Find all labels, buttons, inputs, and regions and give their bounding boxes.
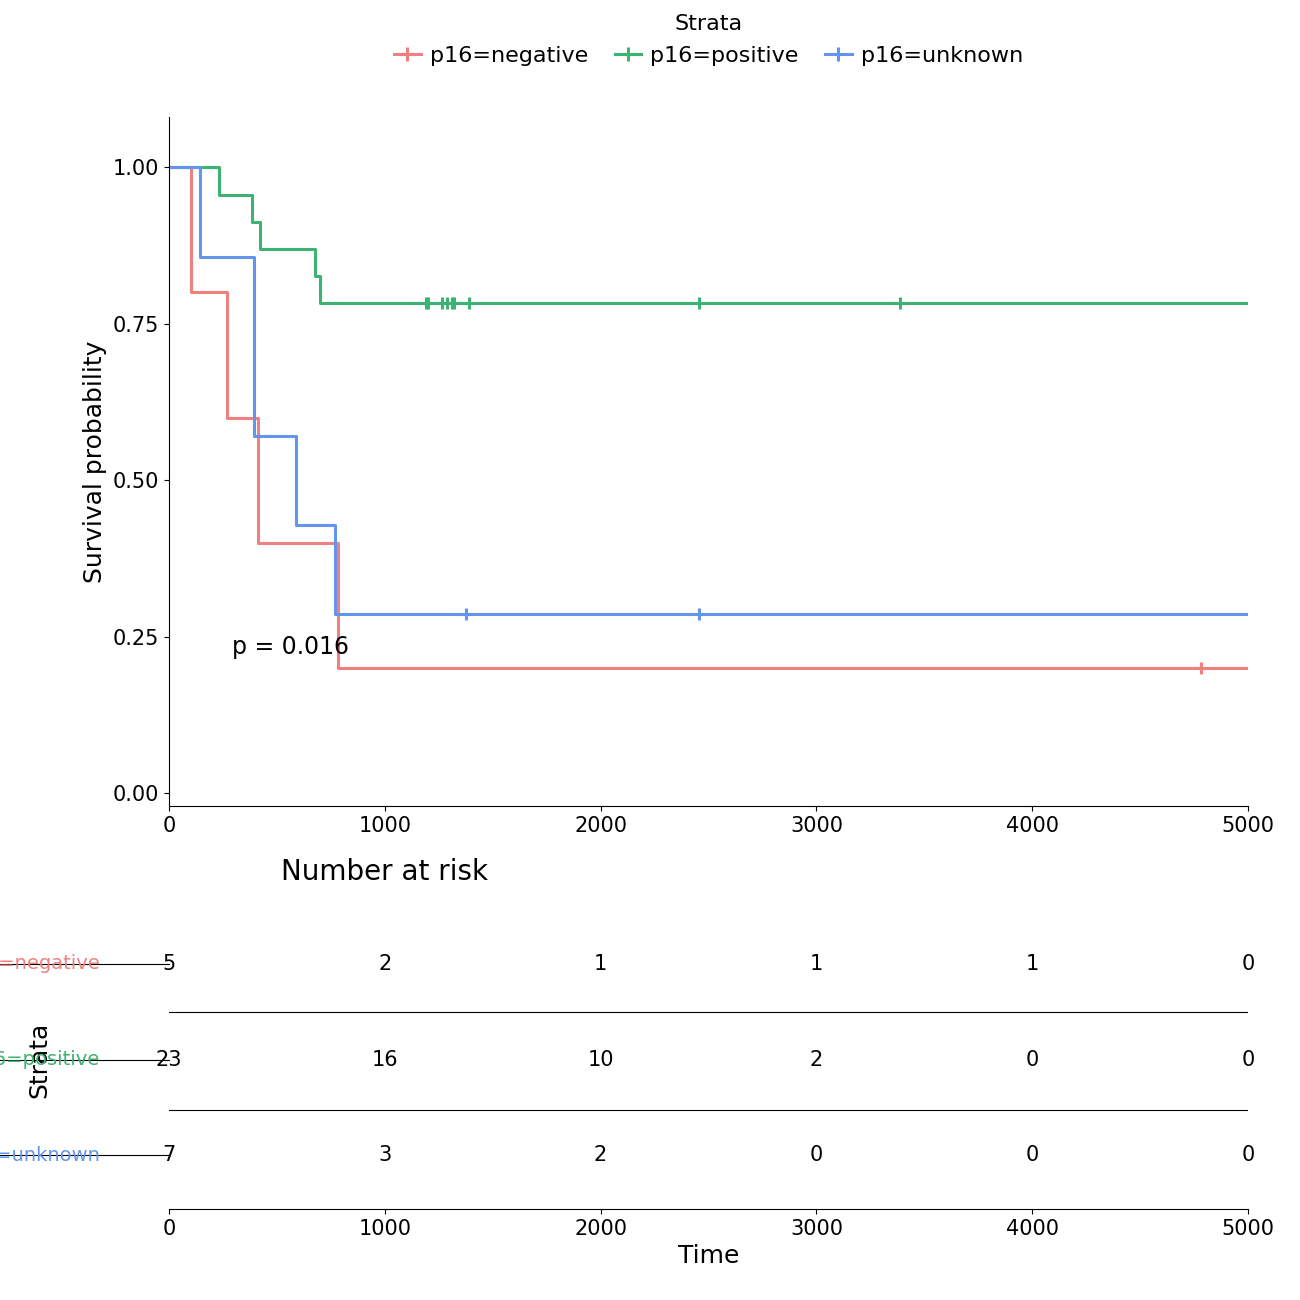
Text: 0: 0 (1242, 954, 1254, 974)
Text: 1: 1 (1026, 954, 1039, 974)
Text: 2: 2 (378, 954, 391, 974)
Text: 0: 0 (1026, 1145, 1039, 1165)
Text: p = 0.016: p = 0.016 (231, 634, 348, 659)
Text: 2: 2 (810, 1049, 823, 1070)
Text: 1: 1 (594, 954, 607, 974)
Text: 16: 16 (372, 1049, 398, 1070)
Text: p16=unknown: p16=unknown (0, 1145, 100, 1165)
Text: p16=negative: p16=negative (0, 954, 100, 974)
Text: 3: 3 (378, 1145, 391, 1165)
Text: 2: 2 (594, 1145, 607, 1165)
Text: 1: 1 (810, 954, 823, 974)
Text: 5: 5 (162, 954, 176, 974)
Text: 7: 7 (162, 1145, 176, 1165)
Text: 0: 0 (1026, 1049, 1039, 1070)
X-axis label: Time: Time (677, 1244, 740, 1269)
Text: 0: 0 (1242, 1049, 1254, 1070)
Y-axis label: Strata: Strata (27, 1022, 51, 1097)
Text: Number at risk: Number at risk (281, 858, 489, 887)
Text: p16=positive: p16=positive (0, 1050, 100, 1069)
Text: 0: 0 (810, 1145, 823, 1165)
Text: 0: 0 (1242, 1145, 1254, 1165)
Text: 23: 23 (156, 1049, 182, 1070)
Y-axis label: Survival probability: Survival probability (83, 341, 108, 582)
Legend: p16=negative, p16=positive, p16=unknown: p16=negative, p16=positive, p16=unknown (394, 14, 1023, 65)
Text: 10: 10 (588, 1049, 614, 1070)
